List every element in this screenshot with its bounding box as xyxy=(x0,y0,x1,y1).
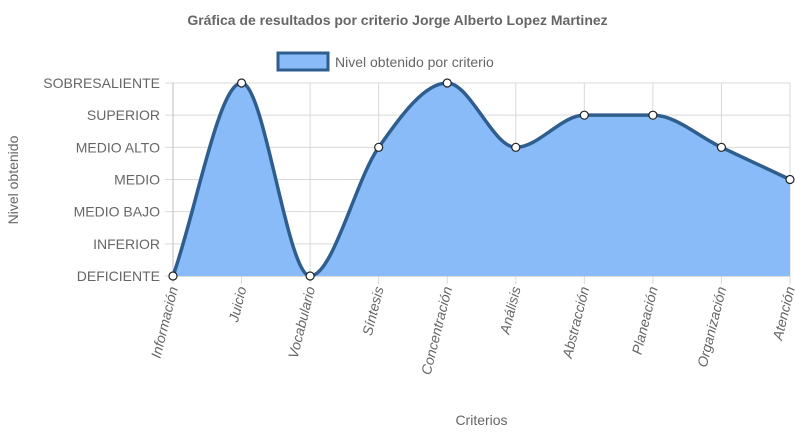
series-area-fill xyxy=(173,83,790,276)
x-tick-label: Planeación xyxy=(629,285,661,356)
y-tick-label: SUPERIOR xyxy=(87,107,160,123)
legend-swatch xyxy=(276,51,330,72)
data-point xyxy=(579,110,589,120)
points-layer xyxy=(168,78,795,281)
chart-title: Gráfica de resultados por criterio Jorge… xyxy=(187,12,607,28)
x-tick-label: Abstracción xyxy=(559,285,593,361)
data-point xyxy=(168,271,178,281)
x-axis-title: Criterios xyxy=(455,412,507,428)
x-tick-label: Organización xyxy=(694,285,730,369)
data-point xyxy=(785,174,795,185)
y-axis-title: Nivel obtenido xyxy=(5,135,21,224)
y-tick-label: INFERIOR xyxy=(93,236,160,252)
legend[interactable]: Nivel obtenido por criterio xyxy=(276,51,494,72)
x-tick-label: Juicio xyxy=(225,285,249,325)
data-point xyxy=(716,142,727,152)
x-tick-label: Información xyxy=(148,285,181,360)
x-axis-ticks: Información Juicio Vocabulario Síntesis Conc… xyxy=(148,285,795,377)
data-point xyxy=(442,78,452,88)
y-tick-label: MEDIO xyxy=(114,172,160,188)
area-layer xyxy=(171,81,791,278)
series-line xyxy=(171,81,791,278)
x-tick-label: Análisis xyxy=(496,285,523,337)
data-point xyxy=(236,78,247,88)
y-axis-ticks: DEFICIENTE INFERIOR MEDIO BAJO MEDIO MEDIO A… xyxy=(43,75,160,284)
y-tick-label: MEDIO BAJO xyxy=(74,204,160,220)
x-tick-label: Vocabulario xyxy=(285,285,318,360)
data-point xyxy=(511,142,521,152)
legend-label: Nivel obtenido por criterio xyxy=(335,54,494,70)
x-tick-label: Síntesis xyxy=(359,285,387,337)
y-tick-label: MEDIO ALTO xyxy=(76,139,160,155)
y-tick-label: SOBRESALIENTE xyxy=(43,75,160,91)
data-point xyxy=(305,271,315,281)
data-point xyxy=(374,142,384,152)
x-tick-label: Concentración xyxy=(418,285,455,377)
x-tick-label: Atención xyxy=(769,285,795,343)
data-point xyxy=(648,110,658,120)
y-tick-label: DEFICIENTE xyxy=(77,268,160,284)
